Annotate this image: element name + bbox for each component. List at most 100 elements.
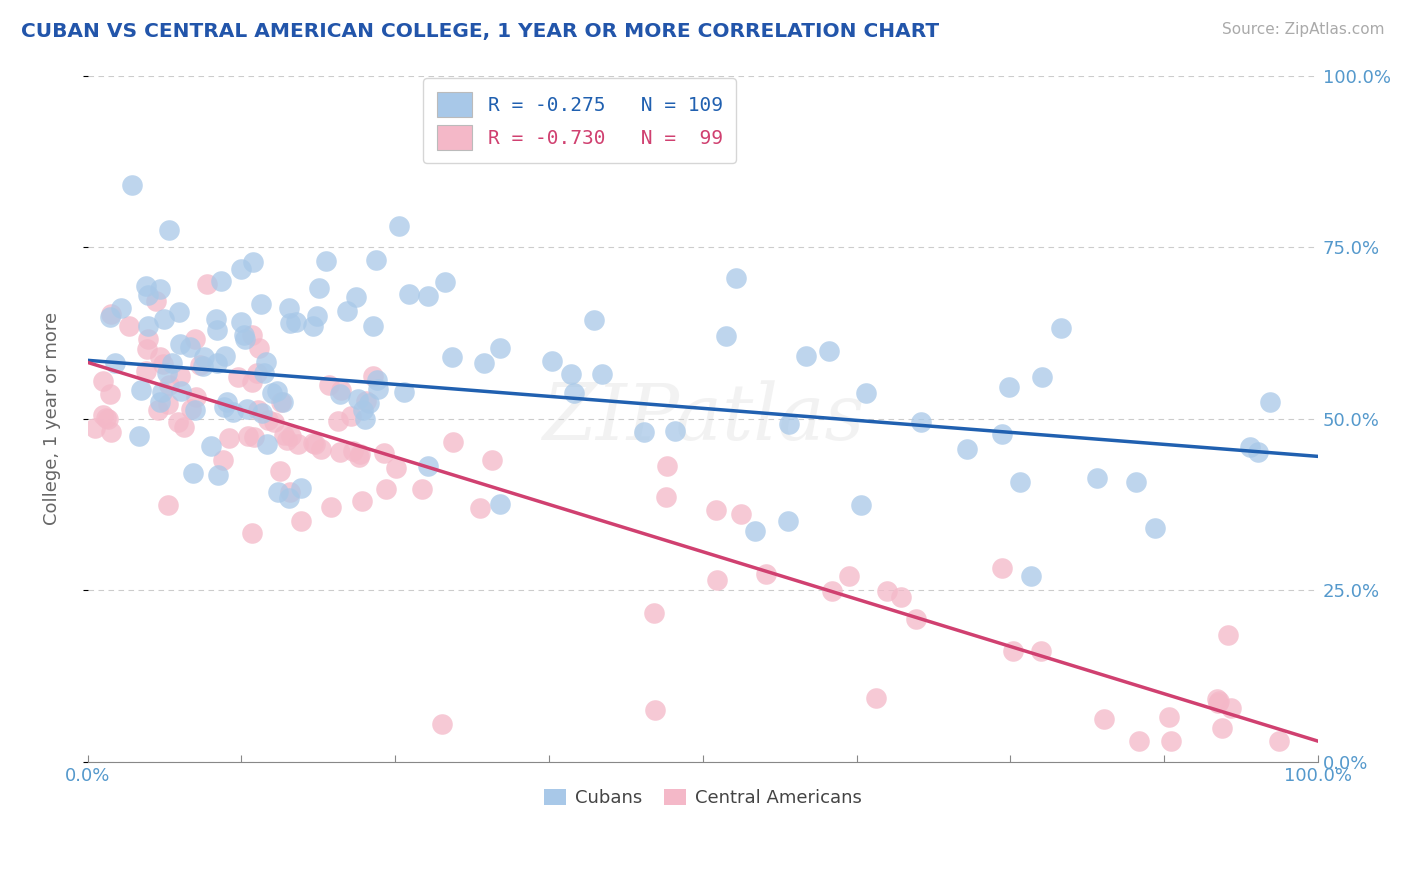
Point (304, 437, 326, 451)
Point (145, 293, 167, 308)
Point (221, 405, 243, 419)
Point (876, 583, 898, 598)
Point (361, 318, 384, 333)
Point (990, 427, 1012, 442)
Point (181, 466, 204, 480)
Text: Source: ZipAtlas.com: Source: ZipAtlas.com (1222, 22, 1385, 37)
Point (307, 309, 329, 323)
Point (347, 450, 370, 464)
Point (1029, 643, 1052, 657)
Point (100, 307, 122, 321)
Point (155, 366, 177, 380)
Point (1085, 471, 1108, 485)
Point (100, 425, 122, 440)
Point (193, 359, 215, 373)
Text: ZIPatlas: ZIPatlas (541, 381, 865, 457)
Point (562, 386, 585, 401)
Point (309, 442, 332, 457)
Point (205, 356, 228, 370)
Point (1031, 370, 1053, 384)
Point (135, 278, 157, 293)
Point (242, 254, 264, 268)
Point (354, 394, 377, 409)
Point (214, 349, 236, 363)
Point (200, 439, 222, 453)
Point (794, 349, 817, 363)
Point (98, 386, 121, 401)
Point (276, 433, 298, 447)
Point (416, 458, 439, 473)
Point (136, 288, 159, 302)
Point (392, 385, 415, 400)
Point (315, 253, 337, 268)
Point (778, 514, 800, 528)
Point (855, 386, 877, 401)
Point (1205, 691, 1227, 706)
Point (242, 526, 264, 541)
Text: CUBAN VS CENTRAL AMERICAN COLLEGE, 1 YEAR OR MORE CORRELATION CHART: CUBAN VS CENTRAL AMERICAN COLLEGE, 1 YEA… (21, 22, 939, 41)
Point (1218, 628, 1240, 642)
Point (273, 428, 295, 442)
Point (270, 395, 292, 409)
Point (318, 378, 340, 392)
Point (905, 612, 928, 626)
Point (329, 445, 352, 459)
Point (1092, 712, 1115, 726)
Point (93, 374, 115, 388)
Point (179, 340, 201, 354)
Point (1160, 734, 1182, 748)
Point (157, 499, 180, 513)
Point (103, 356, 125, 370)
Point (411, 482, 433, 496)
Point (195, 277, 218, 292)
Point (204, 312, 226, 326)
Point (246, 367, 269, 381)
Point (1268, 734, 1291, 748)
Point (247, 341, 270, 355)
Point (217, 394, 239, 409)
Point (416, 289, 439, 303)
Point (97, 412, 120, 426)
Point (1008, 475, 1031, 490)
Y-axis label: College, 1 year or more: College, 1 year or more (44, 312, 60, 525)
Point (388, 219, 411, 234)
Point (302, 436, 325, 450)
Point (664, 425, 686, 439)
Point (1239, 440, 1261, 454)
Point (352, 403, 374, 417)
Point (730, 508, 752, 522)
Point (633, 425, 655, 439)
Point (136, 332, 159, 346)
Point (1125, 475, 1147, 489)
Point (398, 286, 420, 301)
Point (1001, 644, 1024, 658)
Point (865, 690, 887, 705)
Point (329, 387, 352, 401)
Point (246, 403, 269, 417)
Point (167, 415, 190, 429)
Point (262, 385, 284, 400)
Point (714, 329, 737, 343)
Point (366, 252, 388, 267)
Point (128, 428, 150, 442)
Point (170, 384, 193, 399)
Point (1260, 394, 1282, 409)
Point (149, 282, 172, 296)
Point (184, 403, 207, 417)
Point (136, 319, 159, 334)
Point (655, 490, 678, 504)
Point (173, 420, 195, 434)
Point (1050, 321, 1073, 335)
Point (849, 498, 872, 512)
Point (890, 591, 912, 605)
Point (209, 274, 232, 288)
Point (271, 394, 294, 409)
Point (156, 397, 179, 411)
Point (319, 500, 342, 514)
Point (366, 372, 388, 386)
Point (541, 353, 564, 368)
Point (1211, 721, 1233, 735)
Point (778, 417, 800, 432)
Point (706, 573, 728, 587)
Point (267, 484, 290, 499)
